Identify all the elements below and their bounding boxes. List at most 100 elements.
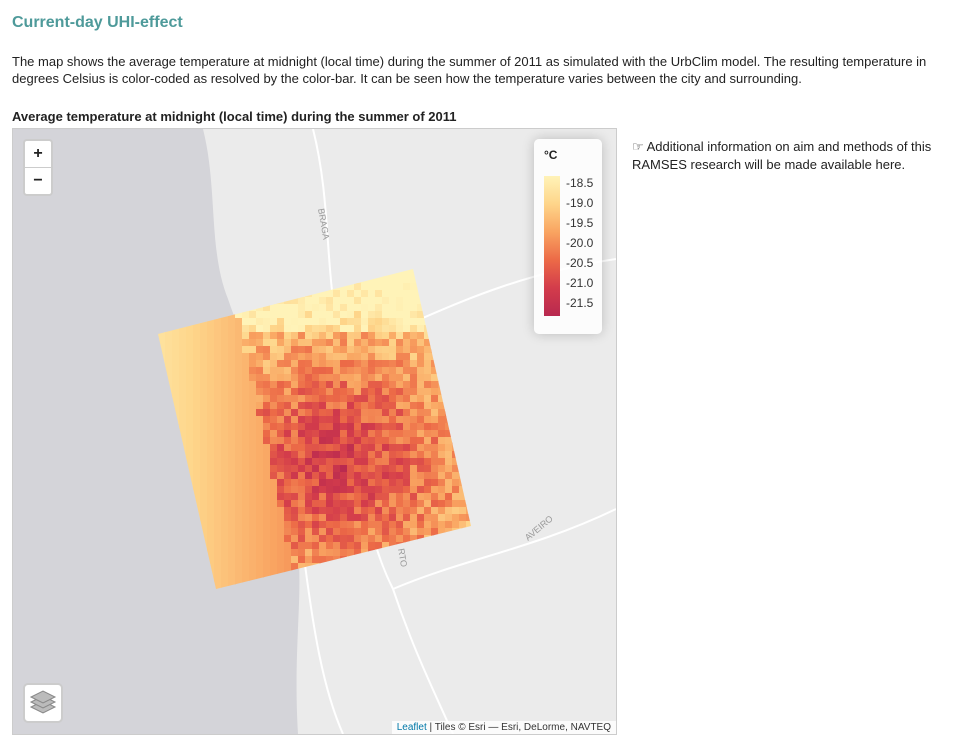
raster-cell <box>312 395 320 403</box>
raster-cell <box>417 521 425 529</box>
raster-cell <box>312 493 320 501</box>
raster-cell <box>424 367 432 375</box>
raster-cell <box>305 367 313 375</box>
raster-cell <box>200 528 208 536</box>
raster-cell <box>410 535 418 543</box>
raster-cell <box>452 542 460 550</box>
raster-cell <box>382 493 390 501</box>
raster-cell <box>368 388 376 396</box>
layers-button[interactable] <box>23 683 63 723</box>
raster-cell <box>235 374 243 382</box>
raster-cell <box>200 465 208 473</box>
raster-cell <box>417 514 425 522</box>
raster-cell <box>228 528 236 536</box>
raster-cell <box>179 430 187 438</box>
raster-cell <box>361 304 369 312</box>
raster-cell <box>431 549 439 557</box>
raster-cell <box>375 381 383 389</box>
raster-cell <box>312 276 320 284</box>
raster-cell <box>417 465 425 473</box>
raster-cell <box>452 339 460 347</box>
raster-cell <box>200 374 208 382</box>
raster-cell <box>403 269 411 277</box>
raster-cell <box>452 360 460 368</box>
zoom-out[interactable]: − <box>33 172 43 189</box>
raster-cell <box>354 304 362 312</box>
raster-cell <box>228 514 236 522</box>
raster-cell <box>347 563 355 571</box>
raster-cell <box>291 423 299 431</box>
raster-cell <box>361 521 369 529</box>
raster-cell <box>340 395 348 403</box>
raster-cell <box>312 423 320 431</box>
raster-cell <box>375 283 383 291</box>
raster-cell <box>242 402 250 410</box>
raster-cell <box>417 325 425 333</box>
raster-cell <box>235 325 243 333</box>
raster-cell <box>312 549 320 557</box>
raster-cell <box>431 304 439 312</box>
raster-cell <box>410 332 418 340</box>
raster-cell <box>228 360 236 368</box>
raster-cell <box>452 388 460 396</box>
raster-cell <box>445 444 453 452</box>
raster-cell <box>291 395 299 403</box>
raster-cell <box>340 444 348 452</box>
raster-cell <box>256 360 264 368</box>
raster-cell <box>193 472 201 480</box>
raster-cell <box>242 451 250 459</box>
raster-cell <box>263 465 271 473</box>
raster-cell <box>319 563 327 571</box>
raster-cell <box>354 437 362 445</box>
raster-cell <box>319 269 327 277</box>
raster-cell <box>277 556 285 564</box>
raster-cell <box>368 507 376 515</box>
raster-cell <box>249 346 257 354</box>
raster-cell <box>333 563 341 571</box>
raster-cell <box>319 493 327 501</box>
raster-cell <box>403 451 411 459</box>
raster-cell <box>172 353 180 361</box>
raster-cell <box>277 395 285 403</box>
raster-cell <box>382 325 390 333</box>
raster-cell <box>270 563 278 571</box>
map[interactable]: BRAGA AVEIRO RTO + − °C -18.5 -19.0 -19.5-… <box>12 128 617 735</box>
raster-cell <box>249 458 257 466</box>
raster-cell <box>417 395 425 403</box>
raster-cell <box>424 563 432 571</box>
leaflet-link[interactable]: Leaflet <box>396 722 427 733</box>
raster-cell <box>326 416 334 424</box>
raster-cell <box>277 451 285 459</box>
raster-cell <box>424 339 432 347</box>
raster-cell <box>424 283 432 291</box>
raster-cell <box>312 416 320 424</box>
raster-cell <box>193 437 201 445</box>
raster-cell <box>382 430 390 438</box>
raster-cell <box>277 458 285 466</box>
raster-cell <box>270 458 278 466</box>
raster-cell <box>305 395 313 403</box>
raster-cell <box>382 381 390 389</box>
raster-cell <box>326 563 334 571</box>
raster-cell <box>340 451 348 459</box>
raster-cell <box>375 444 383 452</box>
raster-cell <box>291 276 299 284</box>
raster-cell <box>333 276 341 284</box>
raster-cell <box>326 528 334 536</box>
raster-cell <box>375 423 383 431</box>
raster-cell <box>452 535 460 543</box>
raster-cell <box>228 402 236 410</box>
raster-cell <box>438 423 446 431</box>
raster-cell <box>403 353 411 361</box>
raster-cell <box>305 535 313 543</box>
zoom-in[interactable]: + <box>25 141 51 168</box>
raster-cell <box>389 304 397 312</box>
raster-cell <box>221 570 229 578</box>
raster-cell <box>298 311 306 319</box>
raster-cell <box>452 346 460 354</box>
raster-cell <box>354 395 362 403</box>
raster-cell <box>298 493 306 501</box>
raster-cell <box>389 388 397 396</box>
raster-cell <box>389 339 397 347</box>
raster-cell <box>424 549 432 557</box>
